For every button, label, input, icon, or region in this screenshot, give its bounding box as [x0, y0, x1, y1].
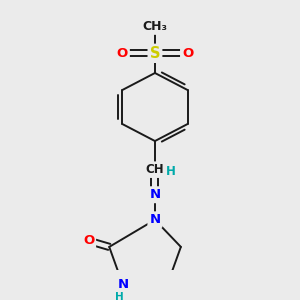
Text: S: S: [150, 46, 160, 61]
Text: O: O: [182, 47, 193, 60]
Text: H: H: [166, 165, 176, 178]
Text: N: N: [149, 213, 161, 226]
Text: N: N: [117, 278, 128, 291]
Text: O: O: [117, 47, 128, 60]
Text: O: O: [83, 234, 94, 247]
Text: CH₃: CH₃: [142, 20, 167, 33]
Text: N: N: [149, 188, 161, 201]
Text: H: H: [115, 292, 123, 300]
Text: CH: CH: [146, 163, 164, 176]
